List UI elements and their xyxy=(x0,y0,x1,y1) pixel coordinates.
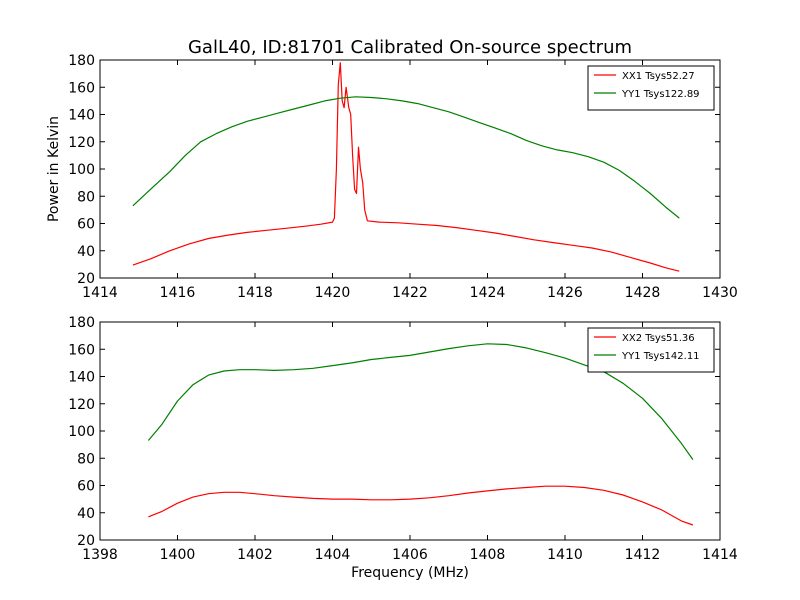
y-tick-label: 120 xyxy=(68,397,95,413)
y-tick-label: 80 xyxy=(77,451,95,467)
x-tick-label: 1424 xyxy=(470,285,506,301)
legend-label: YY1 Tsys122.89 xyxy=(621,89,700,100)
y-tick-label: 180 xyxy=(68,53,95,69)
y-tick-label: 40 xyxy=(77,506,95,522)
x-tick-label: 1414 xyxy=(82,285,118,301)
x-tick-label: 1428 xyxy=(625,285,661,301)
y-tick-label: 140 xyxy=(68,108,95,124)
x-axis-label: Frequency (MHz) xyxy=(351,565,469,581)
y-tick-label: 60 xyxy=(77,217,95,233)
legend-box xyxy=(587,327,715,373)
y-tick-label: 20 xyxy=(77,533,95,549)
x-tick-label: 1426 xyxy=(547,285,583,301)
top-panel: 1414 1416 1418 1420 1422 1424 1426 1428 1430 20 40… xyxy=(68,53,738,301)
x-tick-label: 1414 xyxy=(702,547,738,563)
x-tick-label: 1398 xyxy=(82,547,118,563)
x-tick-label: 1416 xyxy=(160,285,196,301)
x-tick-label: 1408 xyxy=(470,547,506,563)
x-tick-label: 1406 xyxy=(392,547,428,563)
x-tick-label: 1404 xyxy=(315,547,351,563)
y-tick-label: 60 xyxy=(77,479,95,495)
x-tick-label: 1400 xyxy=(160,547,196,563)
y-tick-label: 120 xyxy=(68,135,95,151)
y-tick-label: 80 xyxy=(77,189,95,205)
y-tick-label: 160 xyxy=(68,80,95,96)
y-tick-label: 40 xyxy=(77,244,95,260)
x-tick-label: 1412 xyxy=(625,547,661,563)
y-tick-label: 100 xyxy=(68,424,95,440)
series-line-2 xyxy=(132,96,680,219)
chart-title: GalL40, ID:81701 Calibrated On-source sp… xyxy=(188,37,632,58)
y-axis-label: Power in Kelvin xyxy=(46,116,62,222)
x-tick-label: 1430 xyxy=(702,285,738,301)
x-tick-label: 1422 xyxy=(392,285,428,301)
series-line-1 xyxy=(132,62,680,272)
legend-box xyxy=(587,65,715,111)
x-tick-label: 1418 xyxy=(237,285,273,301)
legend-label: XX2 Tsys51.36 xyxy=(622,333,695,344)
legend-label: XX1 Tsys52.27 xyxy=(622,71,695,82)
y-tick-label: 140 xyxy=(68,370,95,386)
x-tick-label: 1420 xyxy=(315,285,351,301)
bottom-panel: 1398 1400 1402 1404 1406 1408 1410 1412 1414 20 40… xyxy=(68,315,738,563)
x-tick-label: 1410 xyxy=(547,547,583,563)
series-line-1 xyxy=(148,485,694,526)
legend-label: YY1 Tsys142.11 xyxy=(621,351,700,362)
y-tick-label: 20 xyxy=(77,271,95,287)
y-tick-label: 180 xyxy=(68,315,95,331)
x-tick-label: 1402 xyxy=(237,547,273,563)
y-tick-label: 160 xyxy=(68,342,95,358)
y-tick-label: 100 xyxy=(68,162,95,178)
